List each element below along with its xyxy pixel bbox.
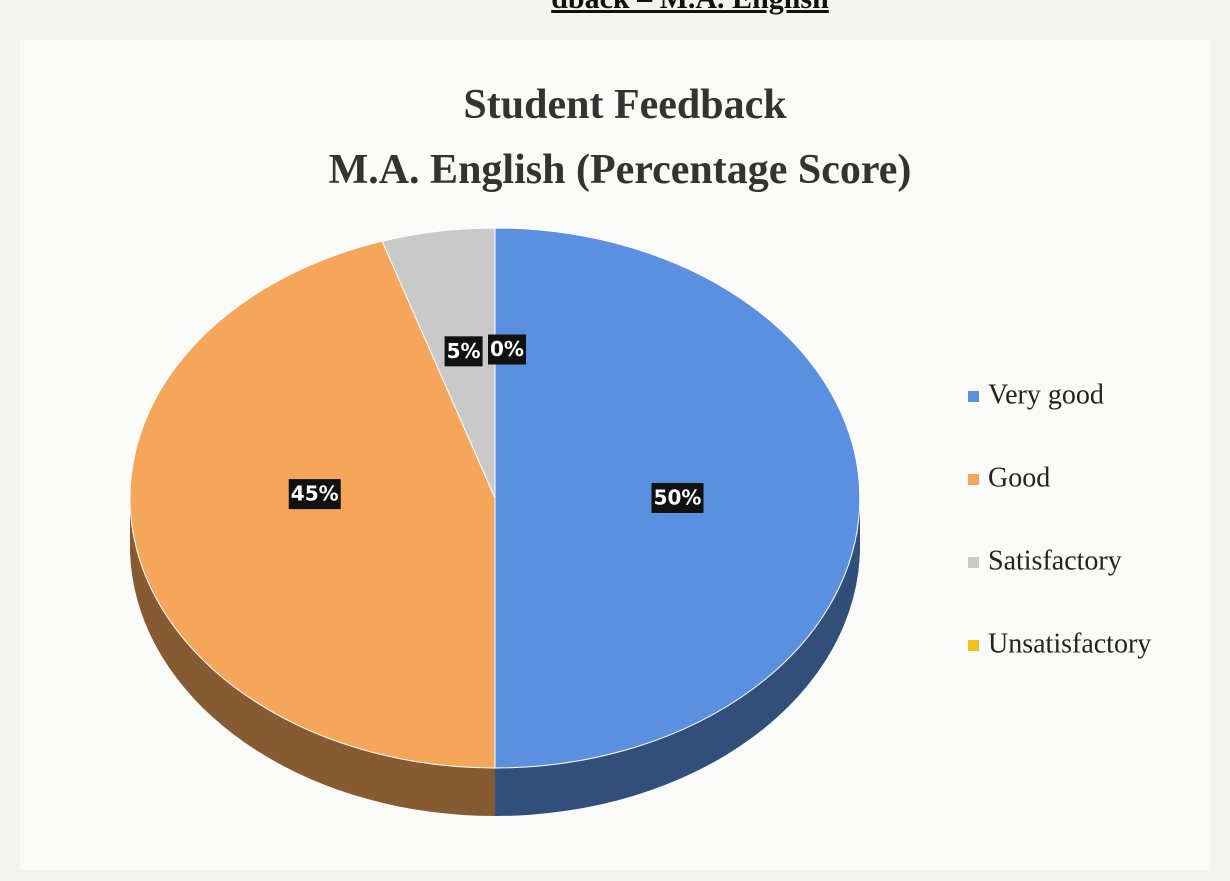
legend-label: Unsatisfactory [988, 628, 1151, 659]
data-label: 0% [490, 337, 524, 361]
slice [381, 227, 496, 499]
data-label-box [444, 336, 483, 367]
data-label-box [651, 483, 704, 513]
data-label-group: 0% [488, 334, 526, 365]
page-header: dback – M.A. English [551, 0, 829, 15]
chart-title: M.A. English (Percentage Score) [329, 147, 912, 193]
legend-label: Good [988, 462, 1050, 493]
legend-label: Satisfactory [988, 545, 1122, 576]
data-label-box [288, 479, 341, 510]
legend-swatch [968, 474, 979, 485]
data-label-group: 45% [288, 479, 341, 510]
chart-title: Student Feedback [463, 82, 787, 128]
legend-swatch [968, 557, 979, 568]
data-label-group: 50% [651, 483, 704, 513]
data-label-box [488, 334, 526, 365]
data-label-group: 5% [444, 336, 483, 367]
data-label: 5% [447, 339, 481, 363]
legend-label: Very good [988, 379, 1104, 410]
legend-swatch [968, 640, 979, 651]
legend-swatch [968, 391, 979, 402]
data-label: 50% [654, 486, 702, 510]
data-label: 45% [291, 482, 339, 506]
